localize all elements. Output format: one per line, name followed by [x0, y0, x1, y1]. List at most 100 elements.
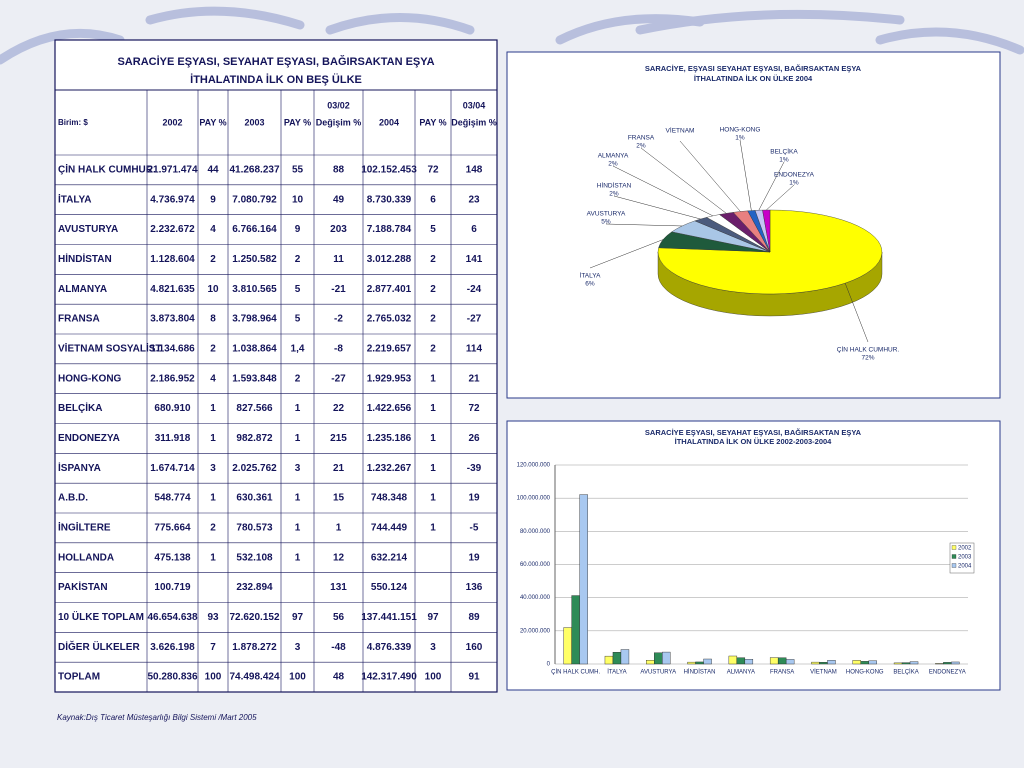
row-label: AVUSTURYA: [58, 224, 118, 235]
cell: 102.152.453: [361, 165, 417, 176]
bar: [777, 657, 787, 665]
cell: 3: [295, 463, 301, 474]
x-tick-label: HİNDİSTAN: [684, 669, 716, 676]
background: [0, 6, 1024, 65]
row-label: FRANSA: [58, 314, 100, 325]
cell: 3.873.804: [150, 314, 195, 325]
table-title: İTHALATINDA İLK ON BEŞ ÜLKE: [190, 73, 362, 86]
cell: 3.626.198: [150, 642, 195, 653]
slice-label: ALMANYA: [598, 153, 629, 160]
leader-line: [766, 184, 795, 211]
cell: -2: [334, 314, 343, 325]
bar: [935, 663, 944, 665]
cell: 1: [336, 523, 342, 534]
x-tick-label: İTALYA: [607, 669, 626, 676]
bar: [736, 657, 746, 665]
bar: [868, 660, 877, 665]
cell: 5: [295, 314, 301, 325]
bar: [563, 627, 572, 665]
swoosh: [145, 6, 305, 30]
row-label: 10 ÜLKE TOPLAM: [58, 610, 144, 623]
cell: 88: [333, 165, 345, 176]
bar: [943, 662, 952, 665]
cell: 532.108: [236, 552, 273, 563]
cell: 8: [210, 314, 216, 325]
cell: 1.235.186: [367, 433, 412, 444]
swoosh: [325, 13, 475, 35]
cell: 55: [292, 165, 304, 176]
cell: 93: [207, 612, 219, 623]
table: SARACİYE EŞYASI, SEYAHAT EŞYASI, BAĞIRSA…: [55, 55, 497, 692]
cell: 2.186.952: [150, 373, 195, 384]
cell: -24: [467, 284, 482, 295]
cell: 1.038.864: [232, 344, 277, 355]
slice-label: FRANSA: [628, 135, 655, 142]
x-tick-label: FRANSA: [770, 670, 794, 676]
cell: 2.877.401: [367, 284, 412, 295]
leader-line: [679, 140, 741, 212]
x-tick-label: HONG-KONG: [846, 670, 884, 676]
cell: 1,4: [291, 344, 305, 355]
y-tick-label: 80.000.000: [520, 529, 551, 535]
table-frame: [54, 39, 498, 693]
cell: 44: [207, 165, 219, 176]
leader-line: [739, 139, 752, 211]
x-tick-label: VİETNAM: [810, 669, 837, 676]
cell: 21.971.474: [147, 165, 197, 176]
slice-value: 2%: [608, 161, 618, 168]
slice-label: İTALYA: [580, 271, 602, 280]
row-label: İSPANYA: [58, 461, 101, 474]
cell: 232.894: [236, 582, 273, 593]
cell: 4.876.339: [367, 642, 412, 653]
cell: 49: [333, 194, 345, 205]
column-header: Birim: $: [58, 118, 88, 127]
cell: 1.134.686: [150, 344, 195, 355]
cell: 141: [466, 254, 483, 265]
cell: 475.138: [154, 552, 191, 563]
cell: -39: [467, 463, 482, 474]
bar: [579, 494, 588, 665]
legend-swatch: [951, 563, 957, 568]
swoosh: [0, 28, 125, 65]
y-tick-label: 0: [547, 662, 551, 668]
cell: 7: [210, 642, 216, 653]
slice-value: 1%: [779, 157, 789, 164]
column-header: PAY %: [199, 117, 226, 127]
cell: 1.674.714: [150, 463, 195, 474]
cell: 1: [430, 373, 436, 384]
cell: -8: [334, 344, 343, 355]
cell: 9: [295, 224, 301, 235]
chart-title: İTHALATINDA İLK ON ÜLKE 2004: [694, 74, 813, 83]
bar: [951, 661, 960, 665]
column-header: 2004: [379, 117, 399, 127]
cell: 744.449: [371, 523, 408, 534]
cell: 550.124: [371, 582, 408, 593]
y-tick-label: 60.000.000: [520, 562, 551, 568]
cell: 6: [430, 194, 436, 205]
legend-swatch: [951, 554, 957, 559]
legend-label: 2003: [958, 555, 972, 561]
cell: 137.441.151: [361, 612, 417, 623]
bar: [909, 661, 919, 665]
bar: [687, 661, 696, 665]
cell: 215: [330, 433, 347, 444]
row-label: HOLLANDA: [58, 552, 114, 563]
cell: 3.798.964: [232, 314, 277, 325]
cell: 12: [333, 552, 345, 563]
bar: [620, 649, 630, 665]
cell: 114: [466, 344, 483, 355]
slice-value: 1%: [735, 135, 745, 142]
slice-value: 72%: [861, 355, 874, 362]
cell: 1: [295, 523, 301, 534]
x-tick-label: AVUSTURYA: [640, 670, 676, 676]
cell: 131: [330, 582, 347, 593]
cell: 3: [210, 463, 216, 474]
bar: [695, 661, 704, 665]
cell: 1: [210, 403, 216, 414]
cell: -27: [467, 314, 482, 325]
cell: 19: [468, 552, 480, 563]
slice-value: 1%: [789, 180, 799, 187]
cell: 1: [295, 552, 301, 563]
cell: 748.348: [371, 493, 408, 504]
